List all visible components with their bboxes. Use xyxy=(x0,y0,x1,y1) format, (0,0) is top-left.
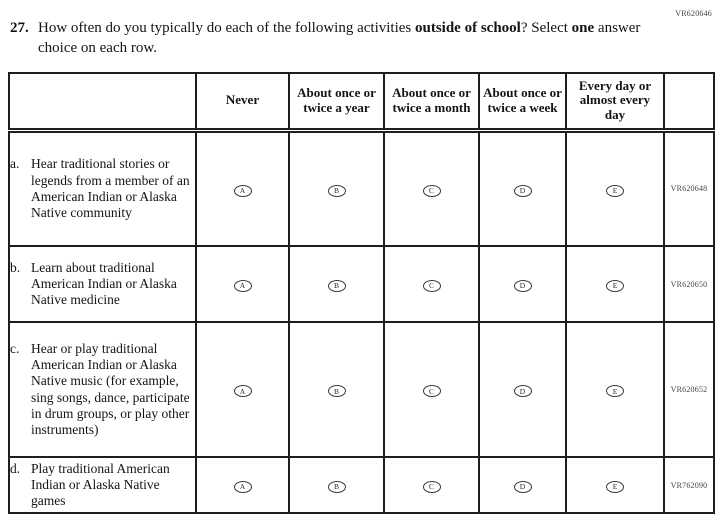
bubble-letter: B xyxy=(333,482,339,491)
row-c-option-year-cell: B xyxy=(288,321,385,458)
row-b-bubble-d[interactable]: D xyxy=(513,279,532,292)
header-once-twice-year: About once or twice a year xyxy=(288,72,385,133)
question: 27. How often do you typically do each o… xyxy=(10,19,660,58)
row-b-label-cell: b. Learn about traditional American India… xyxy=(8,245,197,323)
row-a-label-cell: a. Hear traditional stories or legends fr… xyxy=(8,129,197,247)
row-d-bubble-b[interactable]: B xyxy=(327,480,346,493)
question-text: How often do you typically do each of th… xyxy=(38,19,660,58)
header-code-blank xyxy=(663,72,715,133)
question-text-bold: outside of school xyxy=(415,20,521,36)
row-b-option-week-cell: D xyxy=(478,245,567,323)
row-d-bubble-e[interactable]: E xyxy=(606,480,624,493)
header-blank xyxy=(8,72,197,133)
row-c-option-month-cell: C xyxy=(383,321,480,458)
row-d-bubble-c[interactable]: C xyxy=(422,480,441,493)
row-c-bubble-b[interactable]: B xyxy=(327,385,346,398)
row-letter: b. xyxy=(10,259,21,275)
row-d-code: VR762090 xyxy=(663,456,715,514)
row-a-option-everyday-cell: E xyxy=(565,129,665,247)
row-c-bubble-a[interactable]: A xyxy=(233,385,252,398)
question-text-part: How often do you typically do each of th… xyxy=(38,20,415,36)
row-b-bubble-b[interactable]: B xyxy=(327,279,346,292)
row-a-bubble-d[interactable]: D xyxy=(513,184,532,197)
row-d-option-week-cell: D xyxy=(478,456,567,514)
row-b-bubble-c[interactable]: C xyxy=(422,279,441,292)
row-d-option-never-cell: A xyxy=(195,456,290,514)
row-b-option-month-cell: C xyxy=(383,245,480,323)
row-c-option-everyday-cell: E xyxy=(565,321,665,458)
header-never: Never xyxy=(195,72,290,133)
table-row-a: a. Hear traditional stories or legends fr… xyxy=(8,129,715,247)
row-b-bubble-a[interactable]: A xyxy=(233,279,252,292)
bubble-letter: D xyxy=(519,281,526,290)
question-text-bold: one xyxy=(571,20,595,36)
row-letter: a. xyxy=(10,156,20,172)
answer-grid: Never About once or twice a year About o… xyxy=(8,72,715,514)
table-row-d: d. Play traditional American Indian or Al… xyxy=(8,456,715,514)
row-d-bubble-d[interactable]: D xyxy=(513,480,532,493)
row-letter: c. xyxy=(10,340,20,356)
header-once-twice-month: About once or twice a month xyxy=(383,72,480,133)
bubble-letter: E xyxy=(612,185,618,195)
row-a-option-month-cell: C xyxy=(383,129,480,247)
bubble-letter: B xyxy=(333,386,339,396)
row-c-bubble-e[interactable]: E xyxy=(606,385,624,398)
bubble-letter: E xyxy=(612,386,618,396)
row-b-option-never-cell: A xyxy=(195,245,290,323)
table-row-c: c. Hear or play traditional American Indi… xyxy=(8,321,715,458)
row-label: Hear traditional stories or legends from… xyxy=(31,156,190,220)
row-letter: d. xyxy=(10,460,21,476)
bubble-letter: C xyxy=(428,482,434,491)
row-a-bubble-e[interactable]: E xyxy=(606,184,624,197)
table-row-b: b. Learn about traditional American India… xyxy=(8,245,715,323)
header-every-day: Every day or almost every day xyxy=(565,72,665,133)
row-a-bubble-b[interactable]: B xyxy=(327,184,346,197)
row-label: Play traditional American Indian or Alas… xyxy=(31,460,170,509)
bubble-letter: A xyxy=(239,482,246,491)
row-c-option-never-cell: A xyxy=(195,321,290,458)
row-c-label-cell: c. Hear or play traditional American Indi… xyxy=(8,321,197,458)
bubble-letter: C xyxy=(428,185,434,195)
row-d-option-everyday-cell: E xyxy=(565,456,665,514)
bubble-letter: C xyxy=(428,281,434,290)
bubble-letter: E xyxy=(612,281,618,290)
question-number: 27. xyxy=(10,20,29,36)
bubble-letter: D xyxy=(519,482,526,491)
row-b-option-everyday-cell: E xyxy=(565,245,665,323)
row-b-option-year-cell: B xyxy=(288,245,385,323)
row-d-bubble-a[interactable]: A xyxy=(233,480,252,493)
row-a-option-never-cell: A xyxy=(195,129,290,247)
bubble-letter: C xyxy=(428,386,434,396)
row-a-bubble-a[interactable]: A xyxy=(233,184,252,197)
bubble-letter: B xyxy=(333,281,339,290)
bubble-letter: D xyxy=(519,386,526,396)
row-c-option-week-cell: D xyxy=(478,321,567,458)
row-label: Hear or play traditional American Indian… xyxy=(31,340,190,437)
header-row: Never About once or twice a year About o… xyxy=(8,72,715,133)
row-d-label-cell: d. Play traditional American Indian or Al… xyxy=(8,456,197,514)
row-b-code: VR620650 xyxy=(663,245,715,323)
row-a-code: VR620648 xyxy=(663,129,715,247)
row-c-bubble-c[interactable]: C xyxy=(422,385,441,398)
row-c-code: VR620652 xyxy=(663,321,715,458)
row-a-option-year-cell: B xyxy=(288,129,385,247)
question-text-part: ? Select xyxy=(520,20,572,36)
row-d-option-year-cell: B xyxy=(288,456,385,514)
row-a-bubble-c[interactable]: C xyxy=(422,184,441,197)
row-d-option-month-cell: C xyxy=(383,456,480,514)
bubble-letter: A xyxy=(239,281,246,290)
bubble-letter: E xyxy=(612,482,618,491)
row-a-option-week-cell: D xyxy=(478,129,567,247)
row-c-bubble-d[interactable]: D xyxy=(513,385,532,398)
form-code: VR620646 xyxy=(675,9,712,18)
question-text-part: answer choice on each row. xyxy=(38,20,641,56)
bubble-letter: A xyxy=(239,386,246,396)
row-label: Learn about traditional American Indian … xyxy=(31,259,177,308)
bubble-letter: B xyxy=(333,185,339,195)
row-b-bubble-e[interactable]: E xyxy=(606,279,624,292)
header-once-twice-week: About once or twice a week xyxy=(478,72,567,133)
bubble-letter: A xyxy=(239,185,246,195)
bubble-letter: D xyxy=(519,185,526,195)
